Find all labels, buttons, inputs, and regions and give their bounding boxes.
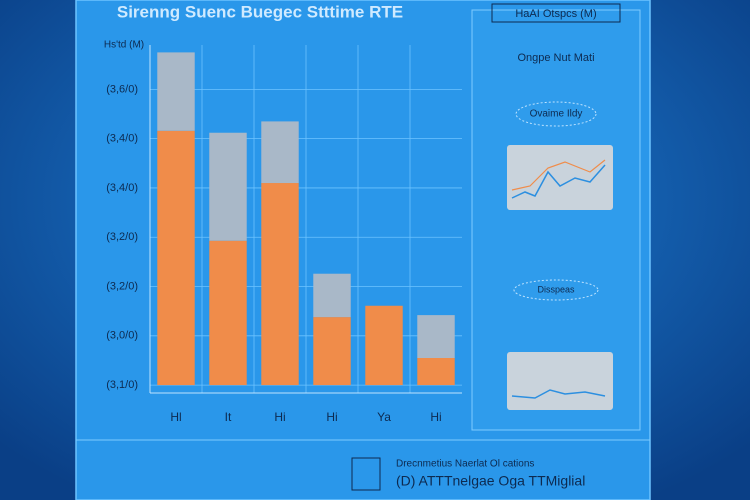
bar-segment	[157, 130, 195, 386]
bar-segment	[313, 273, 351, 318]
footer-line: Drecnmetius Naerlat Ol cations	[396, 459, 534, 470]
y-tick-label: (3,2/0)	[106, 280, 138, 292]
bar-segment	[313, 317, 351, 386]
bar-segment	[209, 240, 247, 386]
y-tick-label: (3,2/0)	[106, 231, 138, 243]
footer-icon	[351, 457, 381, 491]
bar-segment	[417, 358, 455, 386]
side-subtitle: Ongpe Nut Mati	[517, 52, 594, 64]
mini-line	[511, 389, 606, 399]
bar-segment	[157, 52, 195, 131]
x-tick-label: Hl	[170, 410, 181, 424]
mini-card	[507, 352, 613, 410]
bar-segment	[261, 183, 299, 386]
caption-ring	[513, 279, 599, 301]
bar-segment	[261, 121, 299, 184]
bar-segment	[209, 132, 247, 241]
mini-line	[511, 164, 606, 199]
y-axis-label: Hs'td (M)	[104, 40, 144, 51]
y-tick-label: (3,6/0)	[106, 83, 138, 95]
x-tick-label: Hi	[326, 410, 337, 424]
bar-segment	[365, 305, 403, 386]
x-tick-label: It	[225, 410, 232, 424]
card-title: Ovaime Ildy	[530, 109, 583, 120]
footer-line: (D) ATTTnelgae Oga TTMiglial	[396, 473, 585, 489]
bar-segment	[417, 315, 455, 359]
mini-card	[507, 145, 613, 210]
y-tick-label: (3,0/0)	[106, 330, 138, 342]
x-tick-label: Ya	[377, 410, 391, 424]
x-tick-label: Hi	[430, 410, 441, 424]
card-ring	[515, 101, 597, 127]
caption: Disspeas	[537, 284, 575, 294]
y-tick-label: (3,4/0)	[106, 182, 138, 194]
side-header: HaAI Otspcs (M)	[515, 8, 596, 20]
side-header-box	[491, 3, 621, 23]
y-tick-label: (3,1/0)	[106, 379, 138, 391]
chart-title: Sirenng Suenc Buegec Stttime RTE	[117, 2, 403, 21]
mini-line	[511, 159, 606, 191]
x-tick-label: Hi	[274, 410, 285, 424]
y-tick-label: (3,4/0)	[106, 133, 138, 145]
